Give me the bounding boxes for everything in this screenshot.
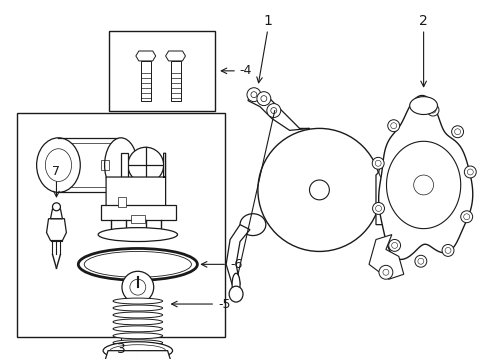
Circle shape	[128, 147, 164, 183]
Circle shape	[257, 92, 271, 105]
Bar	[109, 31, 215, 111]
Circle shape	[442, 244, 454, 256]
Ellipse shape	[46, 149, 72, 181]
Circle shape	[383, 269, 389, 275]
Circle shape	[375, 160, 381, 166]
Ellipse shape	[229, 286, 243, 302]
Polygon shape	[166, 51, 185, 61]
Circle shape	[465, 166, 476, 178]
Polygon shape	[136, 51, 156, 61]
Polygon shape	[369, 235, 404, 279]
Text: 1: 1	[264, 14, 272, 28]
Ellipse shape	[98, 228, 177, 242]
Bar	[101, 160, 109, 170]
Circle shape	[464, 214, 469, 220]
Ellipse shape	[84, 251, 192, 277]
Circle shape	[267, 104, 281, 117]
Polygon shape	[106, 153, 166, 217]
Circle shape	[261, 96, 267, 102]
Circle shape	[389, 239, 401, 251]
Bar	[17, 113, 225, 337]
Text: 3: 3	[117, 342, 125, 356]
Circle shape	[382, 185, 396, 199]
Ellipse shape	[110, 345, 166, 357]
Polygon shape	[47, 219, 66, 240]
Ellipse shape	[240, 214, 266, 235]
Polygon shape	[50, 209, 62, 219]
Ellipse shape	[78, 248, 197, 280]
Circle shape	[271, 108, 277, 113]
Circle shape	[247, 88, 261, 102]
Text: -6: -6	[230, 258, 243, 271]
Circle shape	[372, 202, 385, 215]
Circle shape	[379, 203, 393, 217]
Ellipse shape	[232, 273, 240, 295]
Circle shape	[388, 120, 400, 132]
Ellipse shape	[113, 326, 163, 332]
Ellipse shape	[113, 333, 163, 339]
Circle shape	[455, 129, 461, 135]
Circle shape	[375, 206, 382, 211]
Text: 7: 7	[52, 165, 60, 177]
Circle shape	[427, 104, 439, 116]
Circle shape	[452, 126, 464, 138]
Polygon shape	[379, 95, 473, 260]
Circle shape	[383, 207, 389, 213]
Circle shape	[379, 265, 393, 279]
Circle shape	[372, 157, 384, 169]
Polygon shape	[376, 170, 391, 225]
Ellipse shape	[37, 138, 80, 192]
Circle shape	[418, 258, 424, 264]
Circle shape	[430, 107, 436, 113]
Circle shape	[386, 189, 392, 195]
Circle shape	[258, 129, 381, 251]
Ellipse shape	[410, 96, 438, 114]
Circle shape	[445, 247, 451, 253]
Circle shape	[467, 169, 473, 175]
Ellipse shape	[113, 298, 163, 304]
Ellipse shape	[103, 342, 172, 360]
Polygon shape	[226, 225, 250, 284]
Ellipse shape	[104, 138, 137, 192]
Text: 2: 2	[419, 14, 428, 28]
Ellipse shape	[113, 340, 163, 346]
Circle shape	[122, 271, 154, 303]
Ellipse shape	[113, 312, 163, 318]
Circle shape	[130, 279, 146, 295]
Polygon shape	[101, 205, 175, 220]
Circle shape	[52, 203, 60, 211]
Polygon shape	[387, 141, 461, 229]
Circle shape	[392, 242, 397, 248]
Circle shape	[391, 123, 397, 129]
Polygon shape	[121, 153, 128, 177]
Ellipse shape	[113, 305, 163, 311]
Bar	[118, 197, 126, 207]
Circle shape	[383, 169, 389, 175]
Text: -5: -5	[218, 297, 231, 311]
Circle shape	[415, 255, 427, 267]
Circle shape	[379, 165, 393, 179]
Circle shape	[251, 92, 257, 98]
Circle shape	[310, 180, 329, 200]
Polygon shape	[248, 91, 310, 130]
Ellipse shape	[113, 319, 163, 325]
Text: -4: -4	[239, 64, 251, 77]
Bar	[131, 215, 145, 223]
Bar	[141, 61, 151, 100]
Bar	[171, 61, 180, 100]
Circle shape	[461, 211, 473, 223]
Polygon shape	[103, 351, 172, 360]
Circle shape	[414, 175, 434, 195]
